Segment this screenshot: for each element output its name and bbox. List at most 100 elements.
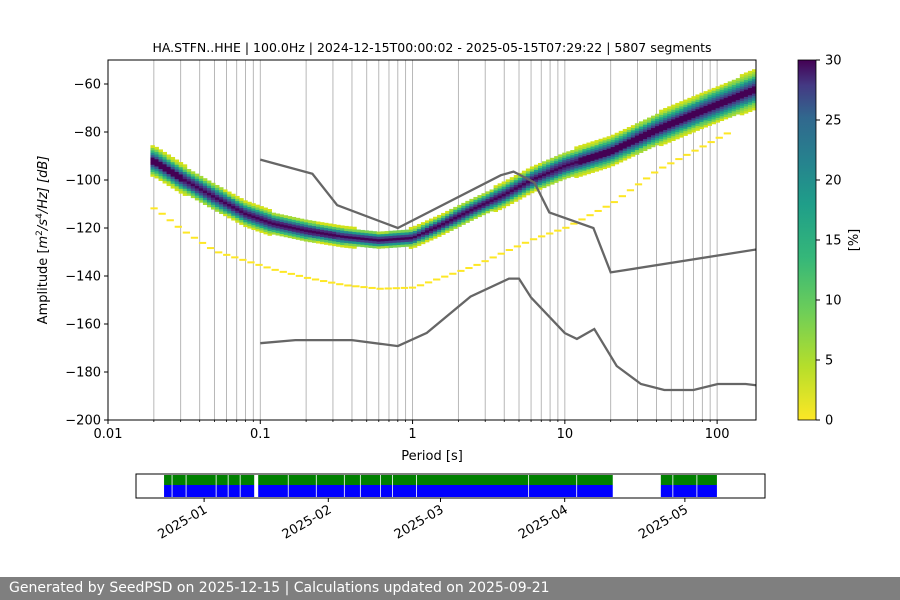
psd-density-cell bbox=[598, 143, 603, 147]
psd-density-cell bbox=[424, 225, 430, 228]
psd-density-cell bbox=[344, 242, 349, 246]
psd-density-cell bbox=[348, 238, 353, 242]
psd-density-cell bbox=[501, 203, 507, 206]
psd-density-cell bbox=[505, 186, 511, 190]
psd-density-cell bbox=[437, 214, 442, 218]
nhnm-curve bbox=[259, 158, 756, 274]
psd-density-cell bbox=[219, 206, 224, 210]
psd-density-cell bbox=[170, 171, 176, 175]
psd-density-cell bbox=[647, 124, 652, 128]
psd-density-cell bbox=[348, 228, 353, 232]
psd-density-cell bbox=[400, 232, 406, 236]
psd-density-cell bbox=[461, 205, 466, 209]
psd-density-cell bbox=[429, 230, 434, 234]
psd-density-cell bbox=[368, 237, 373, 241]
psd-density-cell bbox=[743, 94, 749, 97]
psd-density-cell bbox=[634, 130, 640, 134]
psd-density-cell bbox=[578, 157, 583, 160]
psd-density-cell bbox=[606, 143, 612, 147]
psd-density-cell bbox=[505, 179, 511, 183]
psd-density-cell bbox=[517, 189, 523, 193]
psd-density-cell bbox=[715, 105, 721, 109]
psd-density-cell bbox=[291, 236, 297, 239]
psd-density-cell bbox=[513, 182, 519, 185]
psd-density-cell bbox=[215, 185, 220, 188]
psd-density-cell bbox=[493, 201, 499, 205]
psd-density-cell bbox=[279, 219, 285, 222]
psd-density-cell bbox=[566, 168, 571, 171]
psd-density-cell bbox=[332, 224, 337, 227]
colorbar-tick-label: 15 bbox=[825, 234, 842, 249]
psd-density-cell bbox=[150, 174, 155, 177]
psd-density-cell bbox=[267, 211, 272, 215]
psd-density-cell bbox=[707, 106, 712, 110]
psd-density-cell bbox=[663, 110, 668, 114]
psd-density-cell bbox=[259, 230, 264, 233]
psd-density-cell bbox=[509, 196, 515, 200]
psd-density-cell bbox=[368, 233, 373, 236]
psd-density-cell bbox=[497, 192, 503, 196]
psd-density-cell bbox=[731, 113, 737, 117]
psd-density-cell bbox=[578, 154, 583, 158]
psd-density-cell bbox=[655, 137, 660, 141]
availability-data-segment bbox=[258, 475, 613, 485]
psd-density-cell bbox=[485, 203, 490, 207]
psd-density-cell bbox=[707, 115, 712, 119]
psd-density-cell bbox=[614, 149, 620, 153]
psd-density-cell bbox=[513, 189, 519, 193]
psd-density-cell bbox=[239, 198, 244, 201]
psd-density-cell bbox=[683, 101, 688, 105]
psd-density-cell bbox=[719, 108, 725, 112]
psd-density-cell bbox=[412, 237, 418, 241]
psd-density-cell bbox=[485, 205, 490, 209]
psd-density-cell bbox=[691, 124, 696, 128]
psd-density-cell bbox=[291, 228, 297, 232]
psd-density-cell bbox=[626, 127, 632, 130]
psd-density-cell bbox=[360, 237, 365, 240]
psd-density-cell bbox=[392, 230, 398, 234]
psd-density-cell bbox=[412, 225, 418, 229]
psd-density-cell bbox=[731, 96, 737, 100]
psd-density-cell bbox=[533, 181, 539, 185]
psd-density-cell bbox=[433, 219, 438, 222]
psd-density-cell bbox=[320, 236, 325, 240]
psd-density-cell bbox=[190, 188, 196, 191]
psd-density-cell bbox=[542, 166, 547, 169]
psd-density-cell bbox=[578, 161, 583, 165]
psd-density-cell bbox=[667, 111, 672, 114]
psd-density-cell bbox=[675, 119, 680, 123]
psd-density-cell bbox=[223, 191, 228, 195]
psd-density-cell bbox=[647, 134, 652, 138]
psd-density-cell bbox=[348, 233, 353, 237]
psd-density-cell bbox=[651, 137, 656, 141]
psd-density-cell bbox=[634, 144, 640, 148]
psd-density-cell bbox=[743, 110, 749, 114]
psd-density-cell bbox=[731, 106, 737, 109]
psd-density-cell bbox=[679, 103, 684, 107]
psd-low-percentile-cell bbox=[634, 183, 643, 186]
psd-density-cell bbox=[408, 234, 414, 237]
psd-density-cell bbox=[202, 187, 208, 191]
psd-low-percentile-cell bbox=[344, 284, 352, 287]
psd-density-cell bbox=[707, 120, 712, 124]
psd-density-cell bbox=[687, 119, 692, 123]
psd-density-cell bbox=[683, 118, 688, 122]
psd-density-cell bbox=[533, 179, 539, 182]
psd-density-cell bbox=[667, 127, 672, 131]
psd-density-cell bbox=[517, 177, 523, 181]
psd-density-cell bbox=[671, 133, 676, 137]
psd-density-cell bbox=[461, 212, 466, 216]
psd-density-cell bbox=[546, 166, 551, 170]
psd-density-cell bbox=[735, 99, 741, 103]
psd-density-cell bbox=[687, 109, 692, 113]
psd-density-cell bbox=[380, 231, 385, 235]
psd-low-percentile-cell bbox=[400, 286, 409, 289]
psd-density-cell bbox=[675, 114, 680, 118]
psd-density-cell bbox=[267, 232, 272, 236]
psd-density-cell bbox=[295, 237, 301, 240]
psd-density-cell bbox=[663, 141, 668, 145]
psd-density-cell bbox=[582, 153, 587, 157]
psd-density-cell bbox=[441, 217, 446, 221]
psd-density-cell bbox=[324, 222, 329, 226]
psd-density-cell bbox=[453, 216, 458, 220]
